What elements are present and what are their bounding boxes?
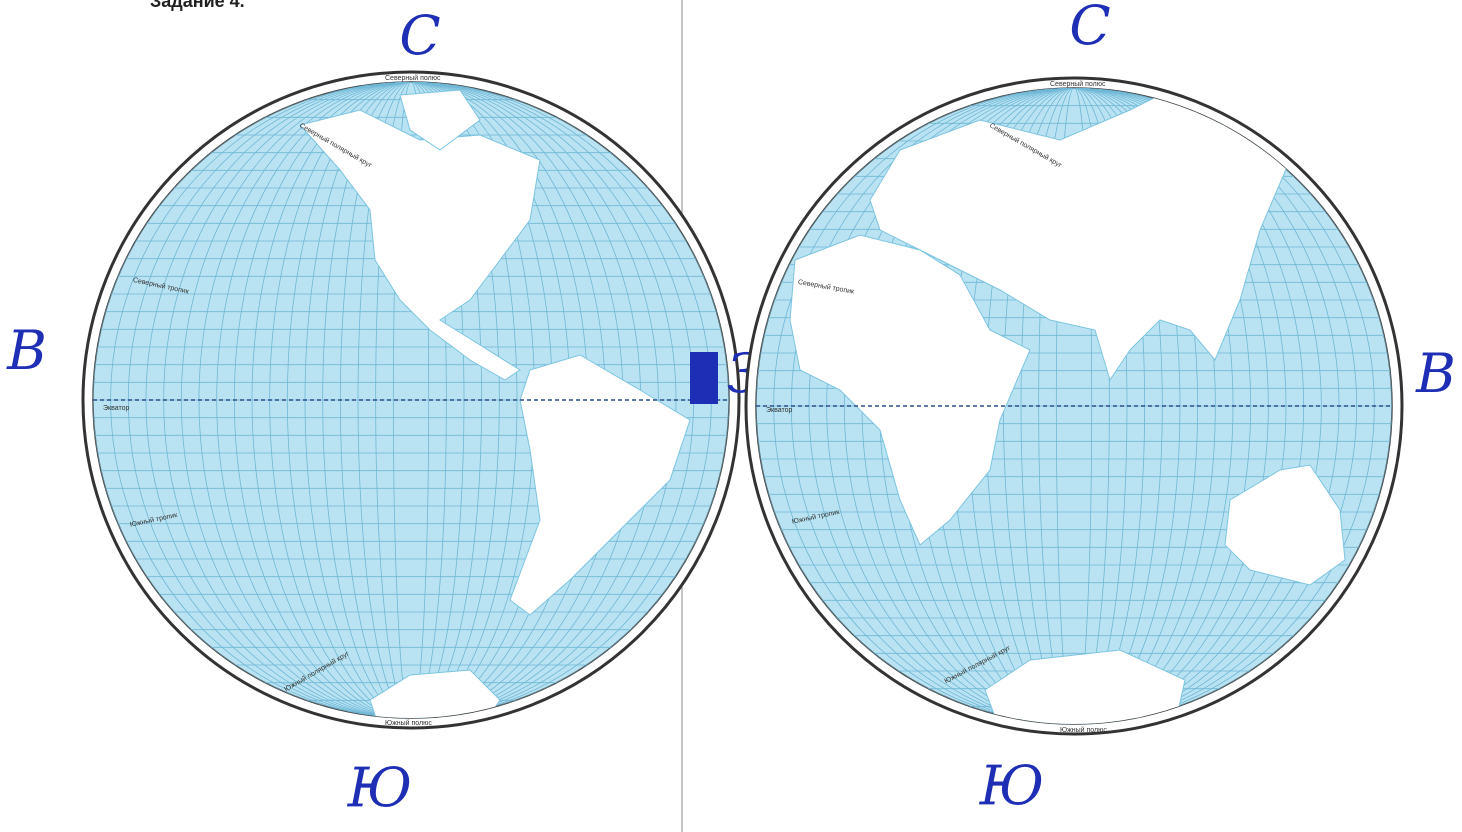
scribble <box>690 352 718 404</box>
south-america <box>509 354 691 616</box>
antarctica <box>984 649 1186 724</box>
map-label: Южный полюс <box>385 719 432 727</box>
map-label: Экватор <box>103 405 129 412</box>
map-label: Экватор <box>766 407 792 414</box>
map-label: Северный полюс <box>1050 80 1106 88</box>
north-america <box>299 109 541 381</box>
direction-north: С <box>399 4 440 67</box>
direction-west: В <box>6 319 47 382</box>
map-label: Южный полюс <box>1060 726 1107 734</box>
map-label: Северный полюс <box>385 74 441 82</box>
direction-south: Ю <box>347 756 412 819</box>
western-hemisphere: Северный полюс Северный полярный круг Се… <box>6 4 761 819</box>
land <box>299 89 691 718</box>
greenland <box>399 89 481 151</box>
land <box>789 88 1346 724</box>
eurasia <box>869 88 1291 382</box>
task-title: Задание 4. <box>150 0 245 11</box>
direction-south: Ю <box>979 754 1044 817</box>
africa <box>789 234 1031 546</box>
direction-north: С <box>1069 0 1110 57</box>
eastern-hemisphere: Северный полюс Северный полярный круг Се… <box>744 0 1456 817</box>
direction-east: В <box>1415 342 1456 405</box>
australia <box>1224 464 1346 586</box>
